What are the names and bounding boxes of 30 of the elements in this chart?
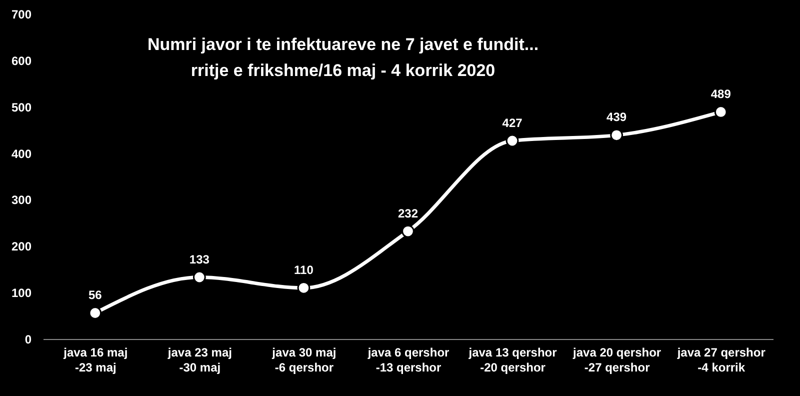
y-tick-label: 100 — [11, 286, 32, 300]
data-label: 110 — [294, 262, 314, 277]
x-tick-label: java 30 maj -6 qershor — [271, 346, 336, 374]
y-tick-label: 500 — [11, 100, 32, 114]
y-tick-label: 600 — [11, 54, 32, 68]
x-tick-label: java 16 maj -23 maj — [62, 346, 128, 374]
data-label: 439 — [606, 110, 627, 124]
data-label: 133 — [189, 252, 210, 266]
point — [506, 134, 519, 148]
x-tick-label: java 6 qershor -13 qershor — [366, 346, 450, 374]
x-tick-label: java 27 qershor -4 korrik — [676, 346, 766, 374]
x-tick-label: java 23 maj -30 maj — [166, 346, 232, 374]
data-label: 56 — [88, 288, 102, 302]
text: Numri javor i te infektuareve ne 7 javet e fundit... rritje e frikshme/16 maj - 4 korrik 2020 — [147, 35, 539, 80]
data-label: 427 — [502, 116, 523, 130]
data-label: 489 — [710, 86, 732, 101]
y-tick-label: 200 — [11, 240, 32, 254]
y-tick-label: 700 — [11, 8, 32, 22]
data-label: 232 — [398, 206, 418, 220]
point — [610, 128, 624, 142]
point — [192, 270, 206, 284]
point — [714, 106, 728, 118]
point — [297, 281, 310, 294]
x-tick-label: java 13 qershor -20 qershor — [468, 346, 558, 374]
point — [402, 224, 414, 238]
y-tick-label: 400 — [11, 146, 32, 161]
point — [88, 306, 102, 320]
y-tick-label: 0 — [24, 332, 32, 346]
x-tick-label: java 20 qershor -27 qershor — [572, 346, 662, 374]
y-tick-label: 300 — [11, 193, 32, 208]
